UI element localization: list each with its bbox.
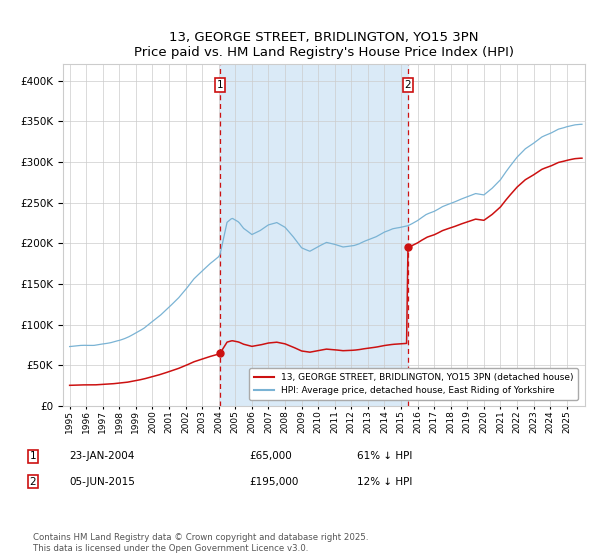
Text: 1: 1 <box>217 80 223 90</box>
Text: 2: 2 <box>405 80 412 90</box>
Text: 05-JUN-2015: 05-JUN-2015 <box>69 477 135 487</box>
Legend: 13, GEORGE STREET, BRIDLINGTON, YO15 3PN (detached house), HPI: Average price, d: 13, GEORGE STREET, BRIDLINGTON, YO15 3PN… <box>249 368 578 400</box>
Title: 13, GEORGE STREET, BRIDLINGTON, YO15 3PN
Price paid vs. HM Land Registry's House: 13, GEORGE STREET, BRIDLINGTON, YO15 3PN… <box>134 31 514 59</box>
Text: 23-JAN-2004: 23-JAN-2004 <box>69 451 134 461</box>
Text: 12% ↓ HPI: 12% ↓ HPI <box>357 477 412 487</box>
Bar <box>220 64 408 406</box>
Text: 1: 1 <box>29 451 37 461</box>
Text: Contains HM Land Registry data © Crown copyright and database right 2025.
This d: Contains HM Land Registry data © Crown c… <box>33 534 368 553</box>
Text: £195,000: £195,000 <box>249 477 298 487</box>
Text: £65,000: £65,000 <box>249 451 292 461</box>
Text: 61% ↓ HPI: 61% ↓ HPI <box>357 451 412 461</box>
Text: 2: 2 <box>29 477 37 487</box>
